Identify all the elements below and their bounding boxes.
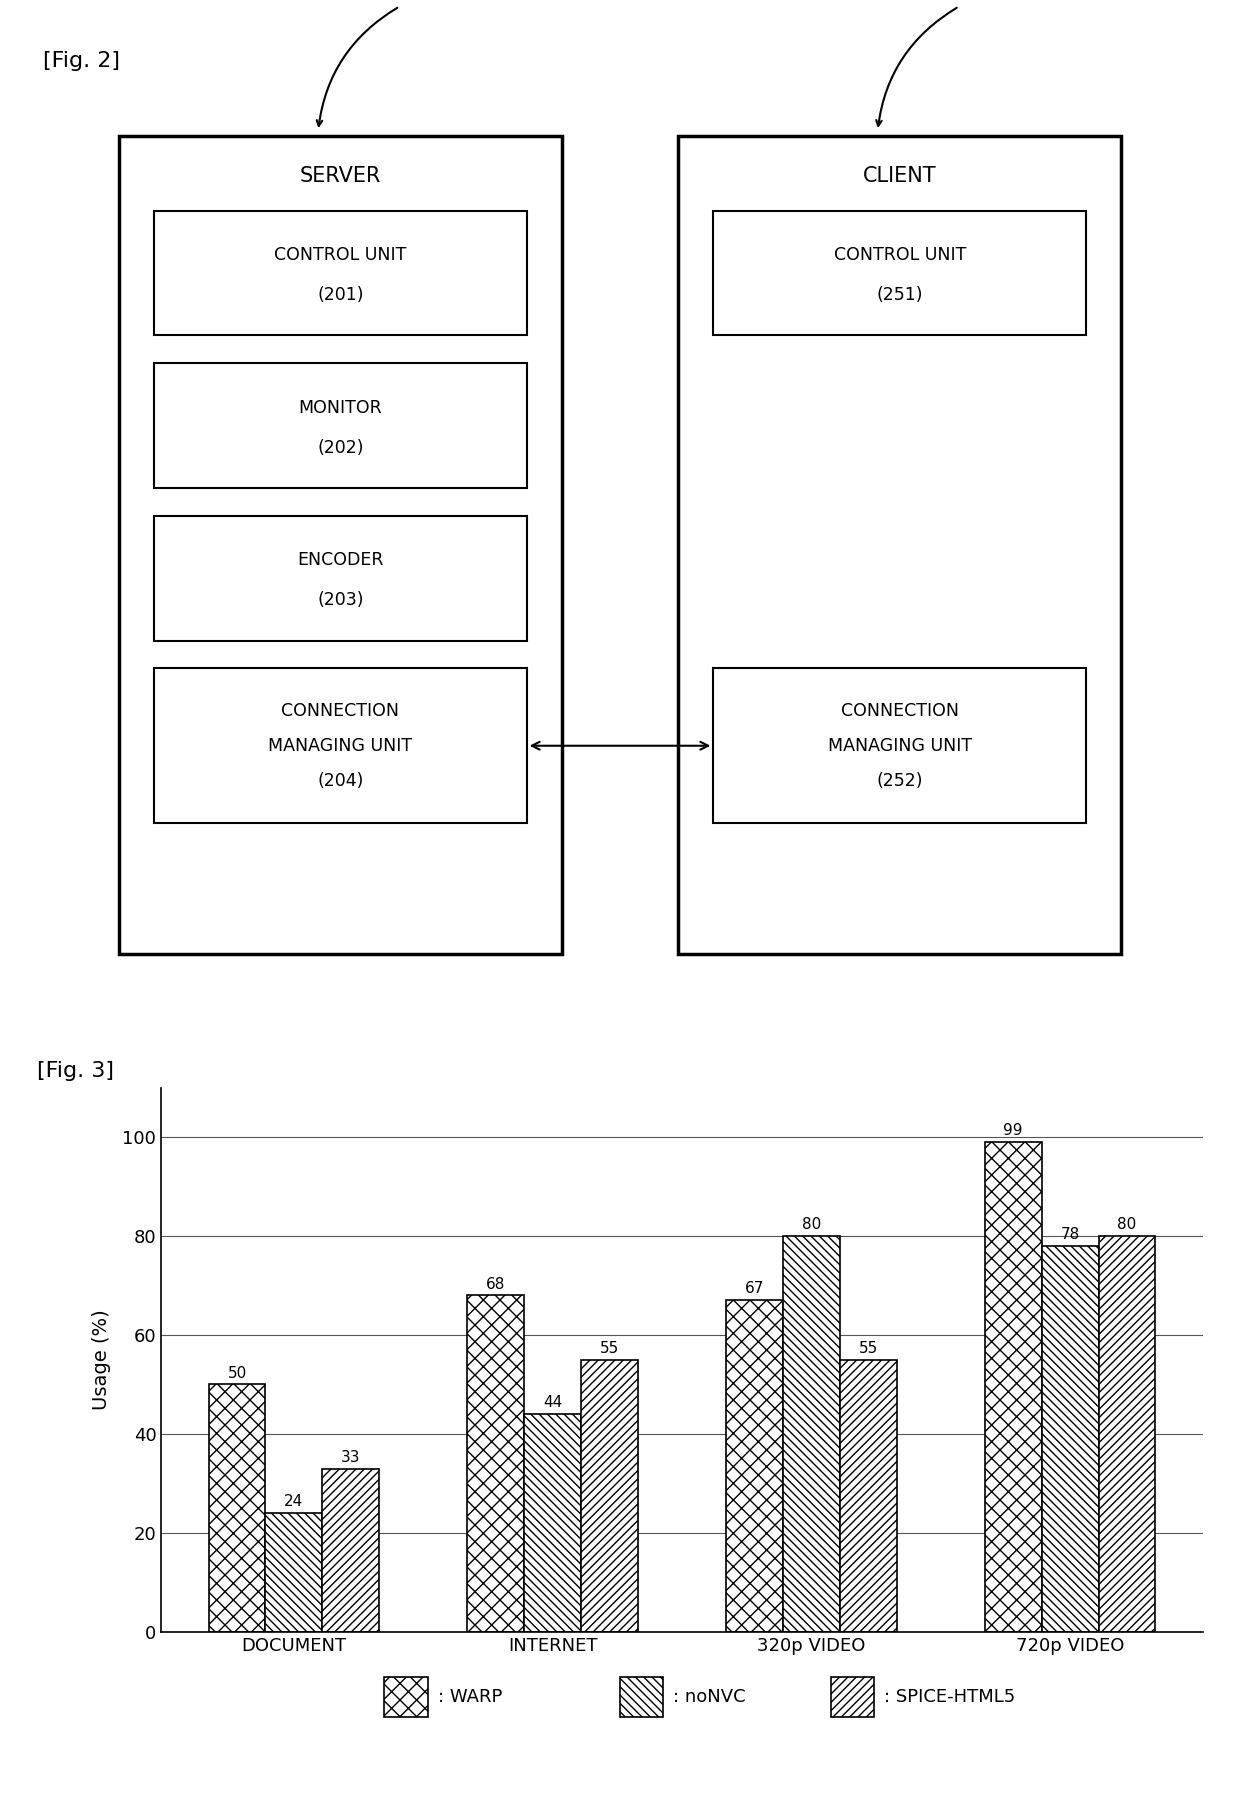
Text: : SPICE-HTML5: : SPICE-HTML5: [884, 1688, 1016, 1706]
Text: CONNECTION: CONNECTION: [281, 702, 399, 720]
Bar: [782, 1236, 839, 1632]
Text: ENCODER: ENCODER: [298, 551, 383, 569]
Bar: [839, 1360, 897, 1632]
Text: 80: 80: [1117, 1217, 1137, 1233]
Text: CONTROL UNIT: CONTROL UNIT: [274, 247, 407, 265]
Text: 78: 78: [1060, 1227, 1080, 1242]
Text: (204): (204): [317, 772, 363, 790]
Bar: [265, 1514, 322, 1632]
Bar: [467, 1296, 525, 1632]
Bar: [713, 669, 1086, 823]
Text: 44: 44: [543, 1396, 562, 1411]
Bar: [725, 1300, 782, 1632]
Text: MONITOR: MONITOR: [299, 399, 382, 417]
Bar: [713, 210, 1086, 335]
Text: 24: 24: [284, 1494, 304, 1508]
Text: 33: 33: [341, 1450, 361, 1465]
Text: (201): (201): [317, 286, 363, 305]
Bar: [154, 363, 527, 488]
Bar: [208, 1385, 265, 1632]
Text: 55: 55: [858, 1342, 878, 1356]
Text: (203): (203): [317, 591, 363, 609]
Bar: [154, 210, 527, 335]
Bar: [154, 517, 527, 640]
Text: 55: 55: [600, 1342, 619, 1356]
Bar: [525, 1414, 582, 1632]
Text: CLIENT: CLIENT: [863, 165, 936, 187]
Bar: [582, 1360, 639, 1632]
Bar: [1042, 1246, 1099, 1632]
Text: : WARP: : WARP: [438, 1688, 502, 1706]
Text: [Fig. 3]: [Fig. 3]: [37, 1061, 114, 1081]
Bar: [322, 1469, 379, 1632]
Text: [Fig. 2]: [Fig. 2]: [43, 51, 120, 71]
Y-axis label: Usage (%): Usage (%): [92, 1309, 112, 1411]
Bar: [119, 136, 562, 954]
Bar: [154, 669, 527, 823]
Text: (202): (202): [317, 439, 363, 457]
Bar: [985, 1142, 1042, 1632]
Text: SERVER: SERVER: [300, 165, 381, 187]
Text: 80: 80: [802, 1217, 821, 1233]
Text: (251): (251): [877, 286, 923, 305]
Text: CONNECTION: CONNECTION: [841, 702, 959, 720]
Text: 67: 67: [745, 1282, 764, 1296]
Text: MANAGING UNIT: MANAGING UNIT: [268, 736, 413, 754]
Text: MANAGING UNIT: MANAGING UNIT: [827, 736, 972, 754]
Text: (252): (252): [877, 772, 923, 790]
Bar: [678, 136, 1121, 954]
Text: 99: 99: [1003, 1124, 1023, 1139]
Text: CONTROL UNIT: CONTROL UNIT: [833, 247, 966, 265]
Text: 50: 50: [227, 1365, 247, 1380]
Text: : noNVC: : noNVC: [673, 1688, 746, 1706]
Bar: [1099, 1236, 1156, 1632]
Text: 68: 68: [486, 1276, 506, 1291]
